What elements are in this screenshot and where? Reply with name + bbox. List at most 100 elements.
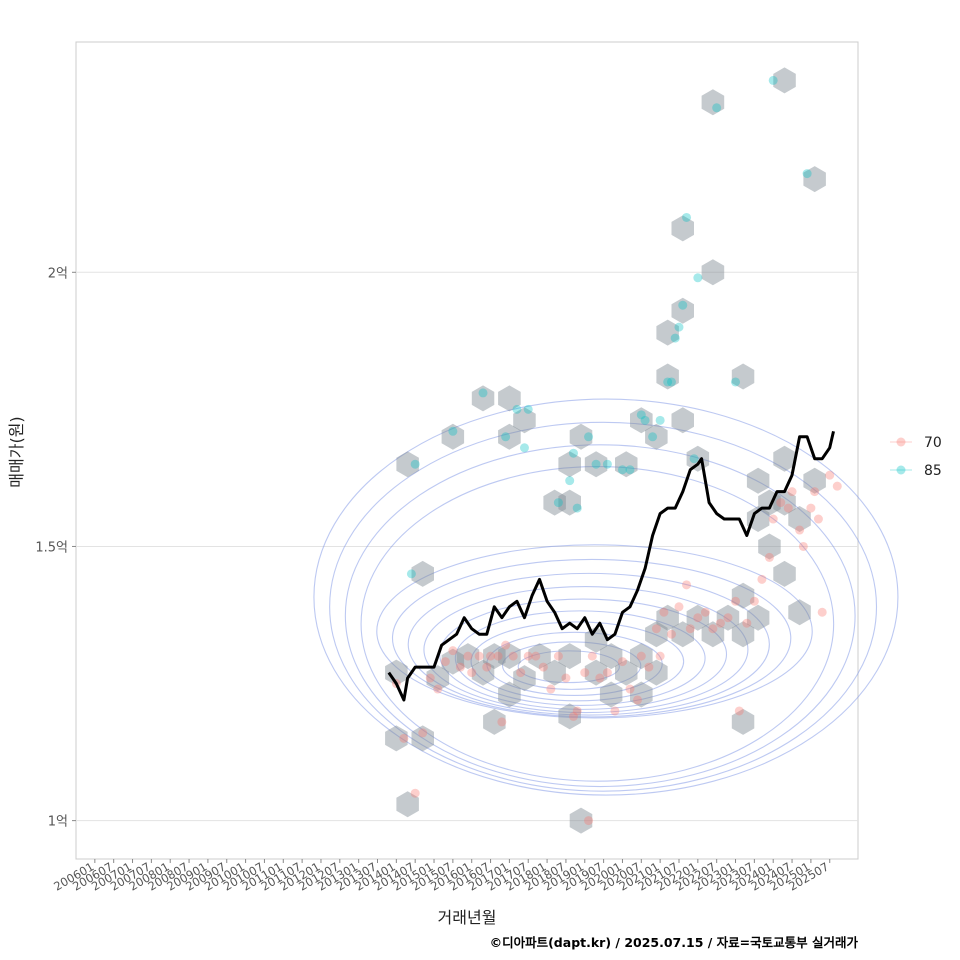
point-85: [448, 426, 458, 436]
x-axis-title: 거래년월: [438, 908, 497, 927]
point-70: [433, 684, 443, 694]
hexbin-cell: [543, 659, 566, 686]
hexbin-cell: [411, 560, 434, 587]
hexbin-cell: [701, 259, 725, 286]
point-70: [693, 613, 703, 623]
point-70: [633, 695, 643, 705]
point-70: [516, 668, 526, 678]
point-85: [568, 448, 578, 458]
point-85: [648, 432, 658, 442]
point-70: [467, 668, 477, 678]
hexbin-cell: [773, 445, 796, 472]
legend-key-85: [896, 465, 906, 475]
point-85: [674, 322, 684, 332]
y-axis-title: 매매가(원): [7, 416, 26, 487]
hexbin-cell: [584, 659, 608, 686]
point-70: [708, 624, 718, 634]
point-85: [591, 459, 601, 469]
hexbin-cell: [645, 659, 668, 686]
hexbin-cell: [558, 451, 581, 478]
hexbin-cell: [671, 621, 694, 648]
density-contour: [423, 586, 749, 714]
point-70: [531, 651, 541, 661]
hexbin-cell: [773, 489, 796, 516]
x-axis-ticks: 2006012006072007012007072008012008072009…: [51, 859, 831, 894]
density-contour: [376, 544, 813, 719]
hexbin-cell: [471, 659, 495, 686]
hexbin-cell: [746, 604, 770, 631]
point-70: [523, 651, 533, 661]
point-70: [731, 596, 741, 606]
hexbin-cell: [701, 89, 725, 116]
hexbin-cell: [746, 506, 770, 532]
hexbin-cell: [599, 681, 623, 708]
point-85: [572, 503, 582, 513]
point-70: [568, 711, 578, 721]
point-70: [757, 574, 767, 584]
point-70: [636, 651, 646, 661]
hexbin-cell: [731, 708, 755, 735]
point-70: [749, 596, 759, 606]
hexbin-cell: [498, 643, 521, 670]
hexbin-cell: [656, 604, 679, 631]
hexbin-cell: [569, 423, 593, 450]
hexbin-cell: [498, 423, 521, 450]
legend-item-70: 70: [890, 435, 942, 451]
density-contours: [313, 398, 899, 796]
point-70: [482, 662, 492, 672]
point-70: [776, 498, 786, 508]
point-70: [806, 503, 816, 513]
density-contour: [470, 621, 685, 702]
hexbin-cell: [645, 621, 668, 648]
point-70: [787, 487, 797, 497]
hexbin-cell: [615, 451, 638, 478]
hexbin-cell: [558, 489, 581, 516]
point-70: [610, 706, 620, 716]
point-70: [595, 673, 605, 683]
hexbin-layer: [385, 67, 826, 834]
hexbin-cell: [498, 385, 521, 412]
point-70: [561, 673, 571, 683]
point-85: [512, 404, 522, 414]
point-70: [474, 651, 484, 661]
hexbin-cell: [513, 407, 536, 434]
point-70: [587, 651, 597, 661]
hexbin-cell: [441, 648, 465, 675]
hexbin-cell: [498, 681, 521, 708]
hexbin-cell: [803, 467, 826, 494]
point-70: [644, 662, 654, 672]
hexbin-cell: [656, 319, 679, 346]
density-contour: [486, 631, 663, 696]
hexbin-cell: [630, 681, 653, 708]
hexbin-cell: [558, 703, 581, 730]
point-70: [742, 618, 752, 628]
point-70: [723, 613, 733, 623]
grid-lines: [76, 271, 858, 822]
point-85: [663, 377, 673, 387]
point-70: [602, 668, 612, 678]
density-contour: [329, 421, 878, 792]
point-70: [455, 662, 465, 672]
point-85: [501, 432, 511, 442]
point-70: [497, 717, 507, 727]
hexbin-cell: [396, 791, 419, 818]
density-contour: [517, 650, 620, 684]
point-70: [410, 788, 420, 798]
x-tick-label: 202507: [786, 859, 831, 893]
hexbin-cell: [385, 659, 408, 686]
point-70: [659, 607, 669, 617]
point-70: [795, 525, 805, 535]
point-70: [817, 607, 827, 617]
point-85: [636, 410, 646, 420]
hexbin-cell: [456, 643, 480, 670]
point-85: [712, 103, 722, 113]
hexbin-cell: [773, 560, 796, 587]
point-85: [478, 388, 488, 398]
hexbin-cell: [731, 621, 755, 648]
median-trend-line: [387, 430, 835, 702]
point-70: [651, 624, 661, 634]
point-70: [666, 629, 676, 639]
hexbin-cell: [411, 725, 434, 752]
hexbin-cell: [671, 407, 694, 434]
